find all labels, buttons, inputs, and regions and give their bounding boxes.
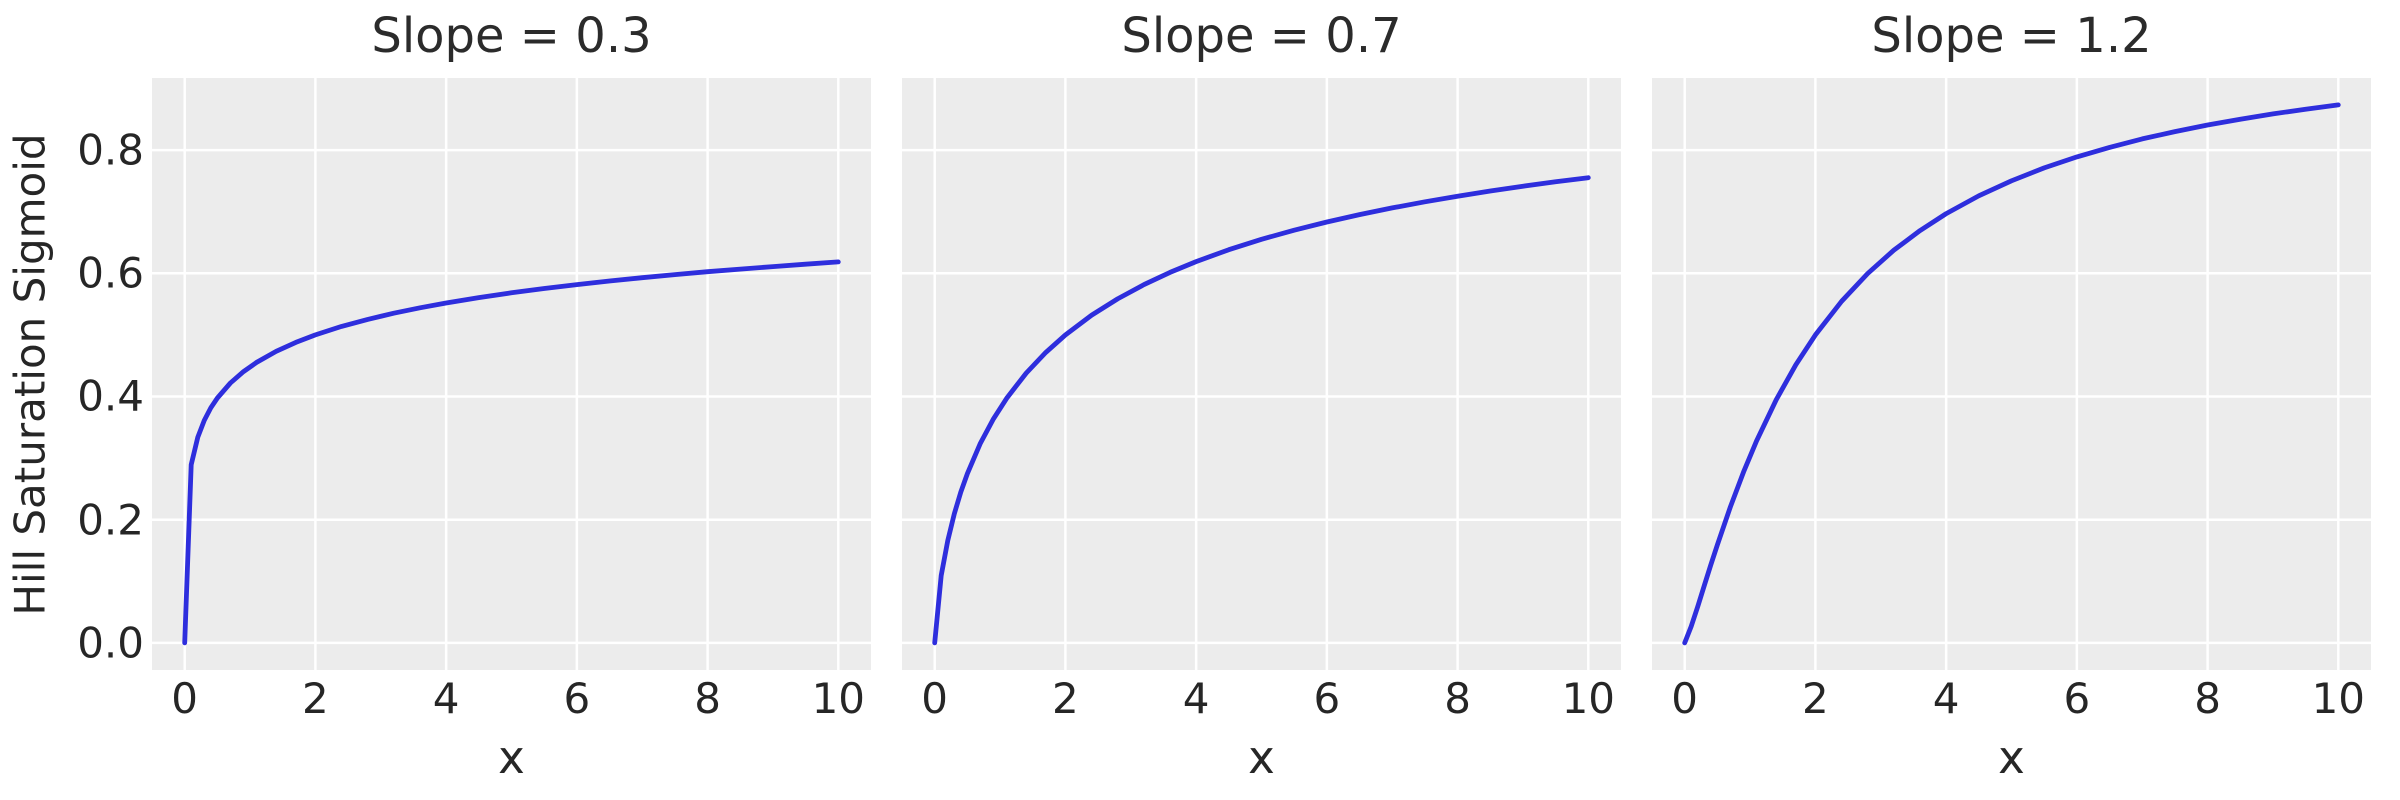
plot-svg <box>152 78 871 670</box>
x-tick-label: 6 <box>1313 674 1341 723</box>
x-tick-label: 10 <box>811 674 866 723</box>
x-tick-label: 6 <box>2063 674 2091 723</box>
hill-curve <box>182 259 841 646</box>
x-axis-label: x <box>1998 731 2025 784</box>
x-tick-label: 2 <box>1052 674 1079 723</box>
x-tick-label: 10 <box>1561 674 1616 723</box>
x-tick-label: 6 <box>563 674 591 723</box>
subplot-title: Slope = 0.7 <box>1121 8 1402 64</box>
x-tick-label: 8 <box>2194 674 2221 723</box>
x-tick-label: 10 <box>2311 674 2366 723</box>
x-tick-label: 2 <box>1802 674 1829 723</box>
x-tick-labels: 0 2 4 6 8 10 <box>1652 676 2371 722</box>
plot-svg <box>1652 78 2371 670</box>
x-tick-label: 4 <box>1182 674 1210 723</box>
y-tick-label: 0.6 <box>77 248 144 298</box>
x-tick-label: 8 <box>694 674 721 723</box>
x-tick-label: 0 <box>1671 674 1699 723</box>
y-tick-label: 0.8 <box>77 125 144 175</box>
x-tick-label: 4 <box>1932 674 1960 723</box>
y-tick-labels: 0.0 0.2 0.4 0.6 0.8 <box>77 78 144 670</box>
subplot-slope-1-2: Slope = 1.2 0 2 4 6 8 10 x <box>1652 0 2371 800</box>
x-axis-label: x <box>1248 731 1275 784</box>
subplot-slope-0-3: Slope = 0.3 0 2 4 6 8 10 x <box>152 0 871 800</box>
y-axis-label: Hill Saturation Sigmoid <box>5 132 55 616</box>
x-tick-label: 4 <box>432 674 460 723</box>
plot-area <box>152 78 871 670</box>
subplot-title: Slope = 1.2 <box>1871 8 2152 64</box>
y-tick-label: 0.0 <box>77 618 144 668</box>
plot-area <box>902 78 1621 670</box>
x-tick-labels: 0 2 4 6 8 10 <box>152 676 871 722</box>
x-tick-label: 8 <box>1444 674 1471 723</box>
x-tick-label: 2 <box>302 674 329 723</box>
plot-svg <box>902 78 1621 670</box>
hill-curve <box>932 175 1591 646</box>
subplot-slope-0-7: Slope = 0.7 0 2 4 6 8 10 x <box>902 0 1621 800</box>
plot-area <box>1652 78 2371 670</box>
hill-curve <box>1682 102 2341 646</box>
y-axis-label-wrap: Hill Saturation Sigmoid <box>0 78 60 670</box>
y-tick-label: 0.2 <box>77 495 144 545</box>
x-axis-label: x <box>498 731 525 784</box>
x-tick-label: 0 <box>171 674 199 723</box>
y-tick-label: 0.4 <box>77 371 144 421</box>
x-tick-label: 0 <box>921 674 949 723</box>
subplot-title: Slope = 0.3 <box>371 8 652 64</box>
x-tick-labels: 0 2 4 6 8 10 <box>902 676 1621 722</box>
